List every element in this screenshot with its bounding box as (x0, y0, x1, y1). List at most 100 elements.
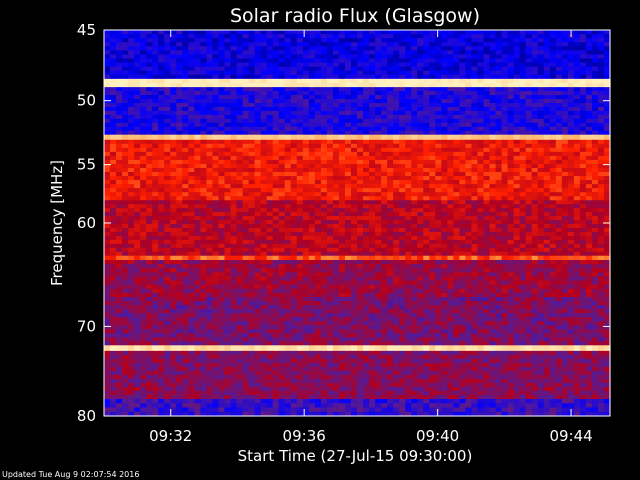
heatmap-cell (441, 110, 448, 116)
heatmap-cell (248, 110, 256, 116)
heatmap-cell (543, 70, 551, 76)
heatmap-cell (513, 87, 521, 92)
heatmap-cell (212, 192, 220, 197)
heatmap-cell (332, 66, 340, 72)
heatmap-cell (369, 259, 376, 265)
heatmap-cell (561, 255, 569, 261)
heatmap-cell (495, 208, 503, 213)
heatmap-cell (459, 204, 467, 209)
heatmap-cell (122, 102, 129, 108)
heatmap-cell (338, 204, 346, 209)
heatmap-cell (489, 239, 497, 245)
heatmap-cell (453, 192, 460, 197)
heatmap-cell (218, 151, 226, 157)
heatmap-cell (320, 155, 328, 161)
heatmap-cell (332, 130, 340, 136)
heatmap-cell (393, 168, 400, 173)
heatmap-cell (393, 30, 400, 35)
heatmap-cell (519, 126, 527, 132)
heatmap-cell (357, 168, 364, 173)
heatmap-cell (152, 126, 159, 132)
heatmap-cell (116, 259, 123, 265)
heatmap-cell (350, 251, 358, 257)
heatmap-cell (194, 163, 201, 169)
heatmap-cell (579, 114, 587, 120)
heatmap-cell (248, 78, 256, 84)
heatmap-cell (284, 42, 292, 47)
heatmap-cell (212, 247, 220, 253)
heatmap-cell (182, 155, 189, 161)
heatmap-cell (320, 114, 328, 120)
heatmap-cell (272, 54, 280, 60)
heatmap-cell (134, 87, 141, 92)
heatmap-cell (116, 42, 123, 47)
heatmap-cell (290, 200, 298, 205)
heatmap-cell (483, 196, 491, 201)
heatmap-cell (405, 122, 412, 128)
heatmap-cell (158, 58, 165, 64)
heatmap-cell (495, 196, 503, 201)
heatmap-cell (116, 247, 123, 253)
heatmap-cell (369, 235, 376, 241)
heatmap-cell (296, 192, 304, 197)
heatmap-cell (266, 62, 274, 68)
heatmap-cell (567, 130, 575, 136)
heatmap-cell (357, 208, 364, 213)
heatmap-cell (146, 212, 153, 217)
heatmap-cell (332, 231, 340, 237)
heatmap-cell (573, 102, 581, 108)
heatmap-cell (477, 46, 485, 51)
heatmap-cell (236, 239, 244, 245)
heatmap-cell (603, 200, 611, 205)
heatmap-cell (597, 243, 605, 249)
heatmap-cell (561, 176, 569, 181)
heatmap-cell (561, 91, 569, 96)
heatmap-cell (308, 110, 316, 116)
heatmap-cell (278, 251, 286, 257)
heatmap-cell (393, 99, 400, 104)
heatmap-cell (230, 231, 238, 237)
heatmap-cell (218, 143, 226, 149)
heatmap-cell (170, 130, 177, 136)
heatmap-cell (272, 155, 280, 161)
heatmap-cell (128, 200, 135, 205)
heatmap-cell (387, 163, 394, 169)
heatmap-cell (158, 99, 165, 104)
heatmap-cell (459, 208, 467, 213)
heatmap-cell (453, 102, 460, 108)
heatmap-cell (393, 227, 400, 233)
heatmap-cell (122, 46, 129, 51)
heatmap-cell (278, 168, 286, 173)
heatmap-cell (567, 216, 575, 221)
heatmap-cell (296, 99, 304, 104)
heatmap-cell (302, 34, 310, 39)
heatmap-cell (302, 83, 310, 88)
heatmap-cell (417, 130, 424, 136)
heatmap-cell (381, 220, 388, 225)
heatmap-cell (603, 78, 611, 84)
heatmap-cell (326, 30, 334, 35)
heatmap-cell (501, 126, 509, 132)
heatmap-cell (284, 216, 292, 221)
heatmap-cell (399, 163, 406, 169)
heatmap-cell (308, 155, 316, 161)
heatmap-cell (146, 184, 153, 189)
heatmap-cell (236, 118, 244, 124)
heatmap-cell (212, 139, 220, 145)
heatmap-cell (423, 192, 430, 197)
heatmap-cell (453, 200, 460, 205)
heatmap-cell (357, 95, 364, 100)
heatmap-cell (314, 212, 322, 217)
heatmap-cell (272, 114, 280, 120)
heatmap-cell (429, 87, 436, 92)
heatmap-cell (531, 196, 539, 201)
heatmap-cell (357, 118, 364, 124)
heatmap-cell (200, 247, 207, 253)
heatmap-cell (344, 216, 352, 221)
heatmap-cell (483, 70, 491, 76)
heatmap-cell (284, 231, 292, 237)
heatmap-cell (459, 114, 467, 120)
heatmap-cell (338, 239, 346, 245)
heatmap-cell (194, 99, 201, 104)
heatmap-cell (435, 139, 442, 145)
